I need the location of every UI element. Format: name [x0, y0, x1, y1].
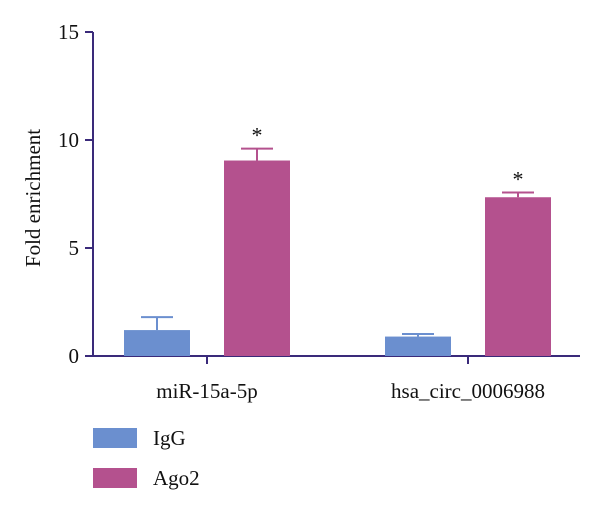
- y-tick-label: 0: [69, 344, 80, 368]
- bar-igg: [385, 336, 451, 356]
- x-tick-label: miR-15a-5p: [156, 379, 257, 403]
- y-tick-label: 15: [58, 20, 79, 44]
- legend-label-ago2: Ago2: [153, 466, 200, 490]
- bar-ago2: [224, 160, 290, 356]
- legend-swatch-ago2: [93, 468, 137, 488]
- bar-igg: [124, 330, 190, 356]
- legend-label-igg: IgG: [153, 426, 186, 450]
- y-tick-label: 10: [58, 128, 79, 152]
- significance-mark: *: [513, 166, 524, 191]
- legend-swatch-igg: [93, 428, 137, 448]
- y-axis-title: Fold enrichment: [21, 129, 45, 267]
- y-tick-label: 5: [69, 236, 80, 260]
- bars: [124, 147, 551, 356]
- labels: Fold enrichment miR-15a-5p hsa_circ_00069…: [21, 123, 545, 403]
- significance-mark: *: [252, 123, 263, 148]
- bar-ago2: [485, 197, 551, 356]
- x-tick-label: hsa_circ_0006988: [391, 379, 545, 403]
- legend: IgG Ago2: [93, 426, 200, 490]
